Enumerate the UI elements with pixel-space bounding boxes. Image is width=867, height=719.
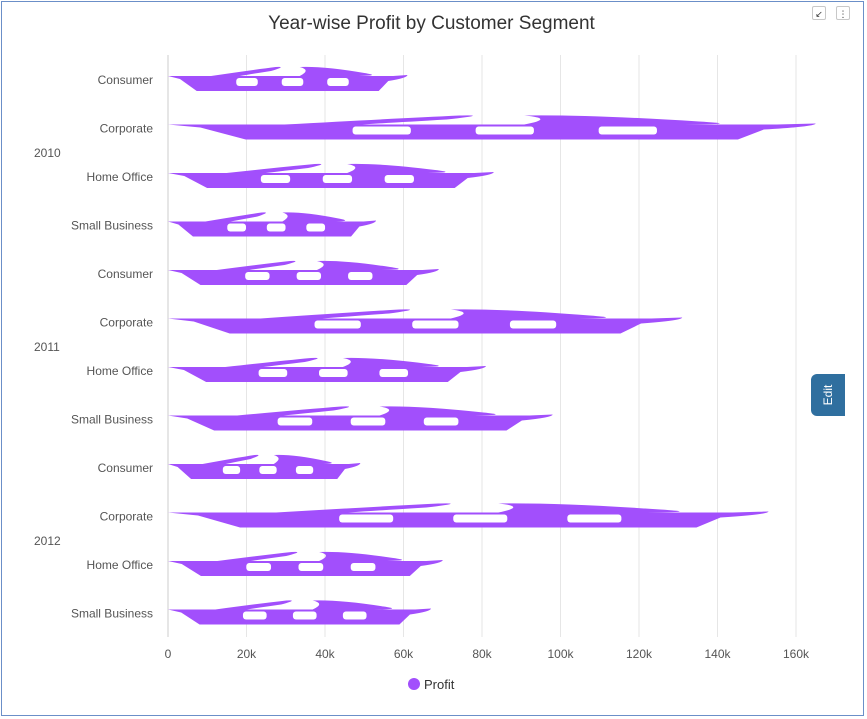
bar-window (266, 223, 286, 232)
category-label: Small Business (71, 219, 153, 233)
bar-sail (299, 66, 372, 76)
bar-window (379, 369, 409, 377)
bar-window (260, 175, 291, 183)
bar-window (298, 563, 324, 571)
collapse-icon[interactable]: ↙ (812, 6, 826, 20)
x-tick-label: 140k (704, 647, 731, 661)
bar-window (352, 126, 411, 135)
category-label: Consumer (98, 73, 153, 87)
bar-window (246, 563, 272, 571)
category-label: Home Office (87, 558, 154, 572)
bar-window (453, 514, 508, 523)
bar-window (296, 272, 322, 280)
category-label: Small Business (71, 413, 153, 427)
bar-window (258, 369, 288, 377)
bar-window (236, 78, 258, 86)
bar-sail (202, 454, 259, 464)
bar-sail (225, 357, 318, 367)
bar-window (227, 223, 247, 232)
bar-sail (276, 503, 451, 513)
bar-sail (260, 309, 411, 319)
category-label: Corporate (100, 510, 154, 524)
bar-window (277, 417, 313, 426)
bar-sail (319, 551, 403, 561)
x-tick-label: 20k (237, 647, 257, 661)
bar-sail (282, 212, 346, 222)
category-label: Consumer (98, 461, 153, 475)
bar-sail (450, 309, 607, 319)
edit-tab[interactable]: Edit (811, 374, 845, 416)
bar-sail (205, 212, 266, 222)
bar-window (348, 272, 373, 280)
bar-window (259, 466, 277, 474)
bar-window (295, 466, 314, 474)
bar-window (475, 126, 534, 135)
bar-window (342, 611, 367, 620)
x-tick-label: 0 (165, 647, 172, 661)
x-tick-label: 80k (472, 647, 492, 661)
bar-window (222, 466, 241, 474)
bar-sail (211, 66, 281, 76)
bar-sail (284, 115, 473, 125)
legend-swatch (408, 678, 420, 690)
legend[interactable]: Profit (408, 677, 454, 692)
bar-sail (216, 260, 296, 270)
bar-window (350, 563, 376, 571)
x-tick-label: 160k (783, 647, 810, 661)
bar-window (423, 417, 459, 426)
bar-window (319, 369, 348, 377)
bar-window (598, 126, 657, 135)
bar-window (306, 223, 326, 232)
bar-sail (273, 454, 332, 464)
more-vertical-icon[interactable]: ⋮ (836, 6, 850, 20)
group-label: 2012 (34, 534, 61, 548)
bar-sail (316, 260, 399, 270)
category-label: Consumer (98, 267, 153, 281)
x-tick-label: 100k (547, 647, 574, 661)
x-tick-label: 40k (315, 647, 335, 661)
category-label: Home Office (87, 364, 154, 378)
x-tick-label: 120k (626, 647, 653, 661)
category-label: Corporate (100, 122, 154, 136)
bar-sail (498, 503, 680, 513)
legend-label: Profit (424, 677, 455, 692)
bar-sail (342, 357, 439, 367)
group-label: 2010 (34, 146, 61, 160)
bar-window (242, 611, 267, 620)
bar-sail (312, 600, 393, 610)
bar-sail (347, 163, 446, 173)
chart-title: Year-wise Profit by Customer Segment (268, 13, 595, 34)
bar-sail (215, 600, 292, 610)
bar-sail (237, 406, 350, 416)
bar-sail (217, 551, 298, 561)
category-label: Corporate (100, 316, 154, 330)
bar-window (412, 320, 459, 329)
bar-window (245, 272, 270, 280)
bar-window (322, 175, 353, 183)
group-label: 2011 (34, 340, 60, 354)
bar-window (509, 320, 557, 329)
bar-window (327, 78, 349, 86)
bar-window (281, 78, 304, 86)
bar-window (350, 417, 386, 426)
bar-sail (524, 115, 720, 125)
bar-window (567, 514, 622, 523)
x-tick-label: 60k (394, 647, 414, 661)
bar-window (384, 175, 414, 183)
bar-window (314, 320, 361, 329)
category-label: Small Business (71, 607, 153, 621)
bar-window (339, 514, 394, 523)
bar-window (292, 611, 317, 620)
bar-sail (379, 406, 496, 416)
edit-tab-label: Edit (821, 384, 835, 406)
category-label: Home Office (87, 170, 154, 184)
bar-sail (226, 163, 322, 173)
